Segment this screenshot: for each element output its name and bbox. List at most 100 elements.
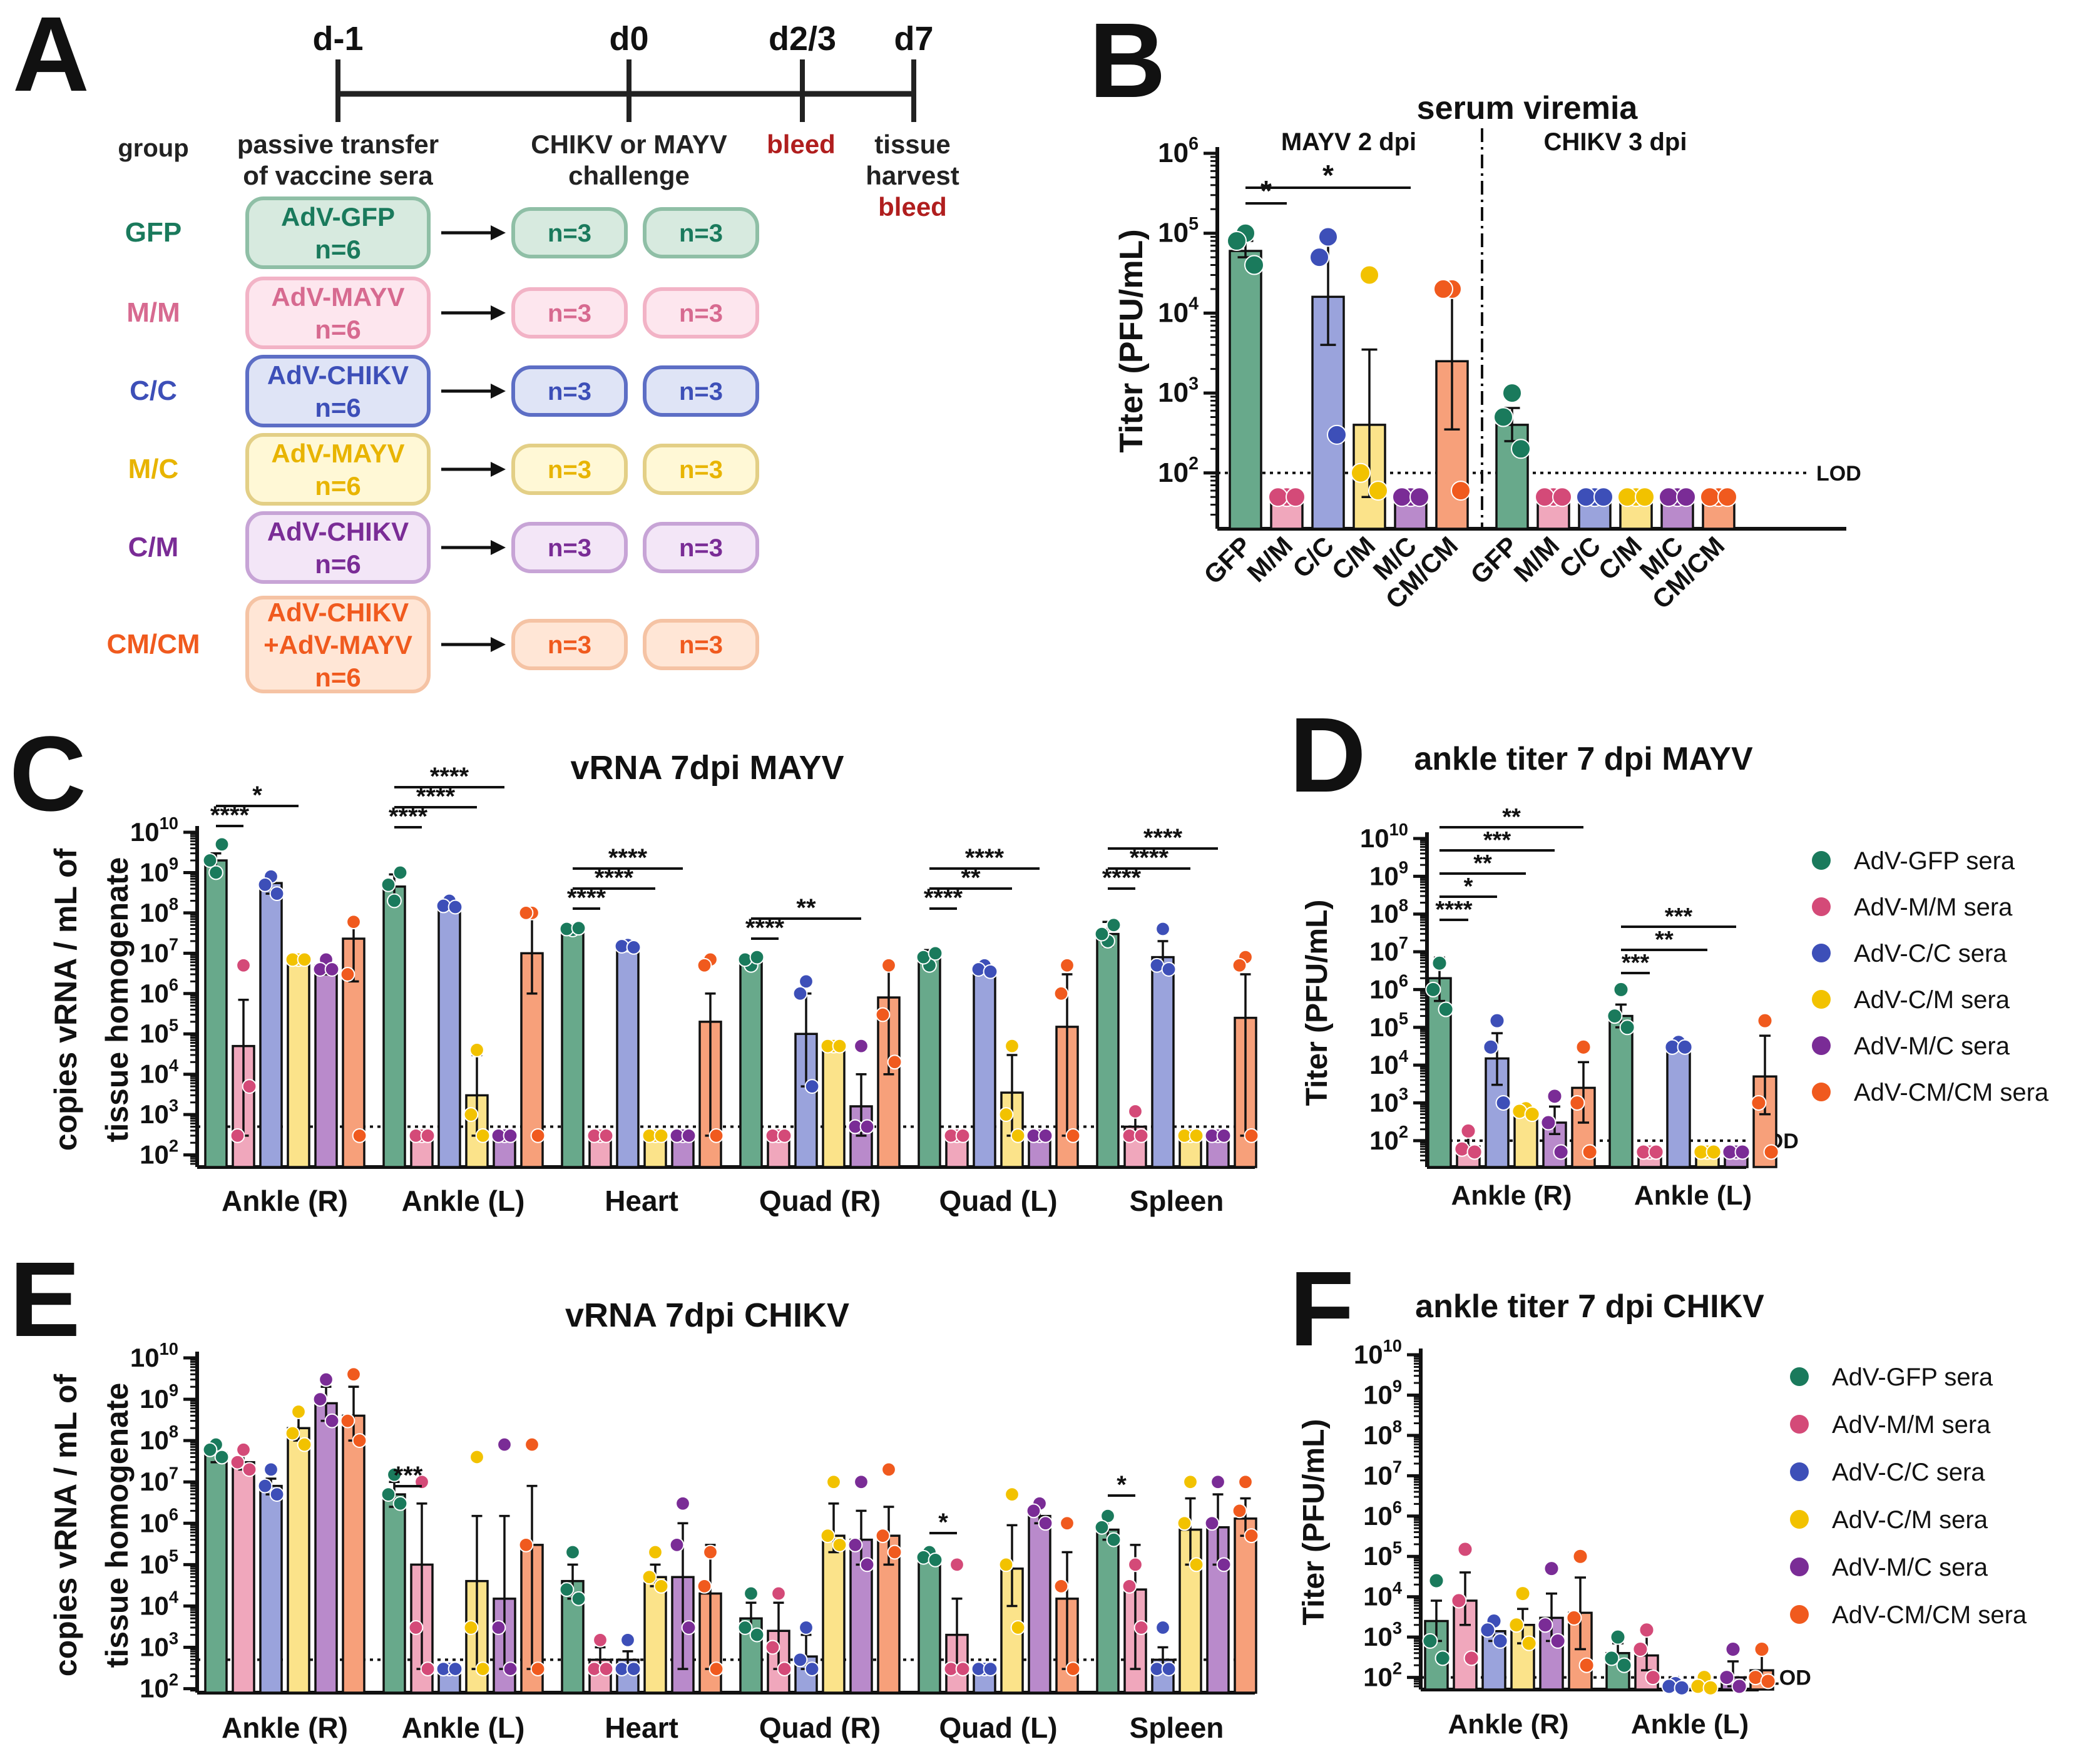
cohort-label: n=3 (679, 378, 723, 405)
x-group-label: Spleen (1130, 1185, 1224, 1217)
y-tick-label: 102 (1369, 1122, 1408, 1155)
data-point (381, 877, 396, 892)
significance-label: *** (1665, 904, 1693, 930)
data-point (744, 1586, 759, 1601)
y-axis-label-text: Titer (PFU/mL) (1301, 900, 1334, 1106)
x-group-label: Ankle (L) (1631, 1709, 1749, 1740)
y-axis-label: Titer (PFU/mL) (1297, 1419, 1331, 1626)
data-point (1731, 1678, 1747, 1695)
data-point (983, 1661, 998, 1676)
data-point (804, 1079, 820, 1094)
vaccine-box-label: AdV-CHIKV (267, 360, 409, 390)
data-point (1155, 1620, 1170, 1635)
data-point (1133, 1128, 1149, 1143)
section-label: MAYV 2 dpi (1281, 128, 1416, 156)
y-axis-label-text: copies vRNA / mL of (48, 848, 83, 1151)
y-tick-exponent: 2 (1189, 454, 1199, 474)
data-point (749, 949, 765, 965)
y-axis-label: Titer (PFU/mL) (1113, 229, 1150, 452)
bar (314, 1402, 338, 1694)
data-point (518, 905, 534, 920)
data-point (392, 1496, 408, 1511)
legend-marker (1790, 1415, 1809, 1434)
y-tick-label: 1010 (1360, 820, 1408, 853)
data-point (475, 1128, 491, 1143)
bar (973, 968, 996, 1168)
legend-label: AdV-C/M sera (1832, 1506, 1988, 1534)
data-point (1511, 439, 1531, 459)
data-point (737, 1620, 753, 1635)
data-point (503, 1128, 518, 1143)
data-point (463, 1107, 479, 1123)
cohort-box (511, 522, 628, 573)
cohort-box (643, 365, 759, 417)
data-point (1603, 1650, 1620, 1666)
data-point (1515, 1586, 1531, 1602)
x-group-label: Heart (605, 1185, 678, 1217)
data-point (1161, 1661, 1177, 1676)
data-point (1422, 1633, 1438, 1649)
vaccine-box-label: n=6 (315, 663, 361, 692)
cohort-label: n=3 (679, 220, 723, 247)
y-tick-label: 105 (140, 1546, 178, 1579)
data-point (1635, 487, 1655, 507)
data-point (352, 1433, 367, 1449)
chart-title: ankle titer 7 dpi MAYV (1414, 741, 1753, 777)
cohort-box (643, 619, 759, 670)
data-point (291, 1404, 306, 1419)
y-tick-exponent: 8 (169, 894, 178, 914)
bar (382, 885, 406, 1168)
data-point (598, 1128, 614, 1143)
data-point (1607, 1008, 1623, 1024)
data-point (1244, 255, 1264, 275)
data-point (1754, 1641, 1770, 1658)
y-tick-exponent: 2 (1393, 1659, 1402, 1678)
data-point (1409, 487, 1429, 507)
data-point (1717, 487, 1737, 507)
data-point (1286, 487, 1306, 507)
vaccine-box-label: AdV-CHIKV (267, 598, 409, 627)
data-point (777, 1661, 792, 1676)
y-tick-exponent: 6 (1399, 971, 1408, 991)
y-tick-exponent: 3 (1393, 1618, 1402, 1638)
group-label: CM/CM (106, 629, 200, 660)
y-tick-exponent: 6 (1189, 134, 1199, 154)
data-point (340, 1413, 355, 1429)
legend-label: AdV-M/M sera (1832, 1411, 1991, 1439)
significance-label: **** (608, 844, 648, 872)
bar (1229, 250, 1262, 530)
bar (1608, 1014, 1634, 1168)
data-point (598, 1661, 614, 1676)
data-point (777, 1128, 792, 1143)
data-point (1359, 265, 1379, 285)
y-tick-exponent: 3 (169, 1096, 178, 1115)
significance-label: * (1464, 874, 1473, 900)
data-point (1524, 1106, 1540, 1123)
y-tick-exponent: 2 (1399, 1122, 1408, 1141)
data-point (297, 952, 312, 967)
data-point (518, 1537, 534, 1552)
y-tick-exponent: 6 (169, 975, 178, 994)
data-point (324, 962, 340, 977)
data-point (1368, 481, 1388, 501)
data-point (1451, 481, 1471, 501)
bar (1311, 295, 1345, 530)
significance-label: **** (430, 763, 469, 790)
data-point (530, 1661, 546, 1676)
y-tick-exponent: 7 (169, 934, 178, 954)
data-point (346, 914, 361, 930)
data-point (408, 1620, 424, 1635)
data-point (832, 1038, 847, 1054)
data-point (1616, 1657, 1632, 1673)
data-point (463, 1620, 479, 1635)
data-point (1466, 1144, 1483, 1160)
bar (204, 859, 228, 1168)
group-row: CM/CM AdV-CHIKV +AdV-MAYV n=6 n=3 n=3 (106, 596, 759, 693)
data-point (1351, 462, 1371, 483)
data-point (324, 1413, 340, 1429)
cohort-label: n=3 (548, 534, 591, 562)
y-tick-exponent: 3 (169, 1629, 178, 1648)
data-point (565, 1544, 580, 1560)
data-point (1204, 1516, 1220, 1531)
data-point (881, 957, 896, 973)
